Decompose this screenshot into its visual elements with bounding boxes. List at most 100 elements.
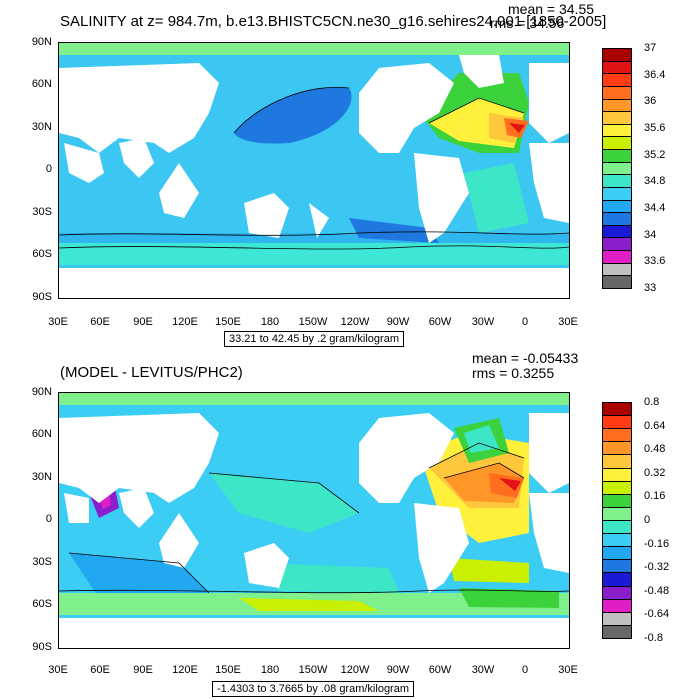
colorbar-swatch [602, 520, 632, 535]
lat-label: 90N [31, 36, 52, 48]
colorbar-swatch [602, 60, 632, 75]
colorbar-swatch [602, 199, 632, 214]
lon-label: 150E [215, 664, 241, 676]
colorbar-label: -0.48 [644, 584, 670, 597]
lon-label: 0 [521, 664, 529, 676]
salinity-map [58, 42, 570, 299]
colorbar-swatch [602, 275, 632, 289]
lat-label: 0 [45, 163, 52, 175]
panel-title: SALINITY at z= 984.7m, b.e13.BHISTC5CN.n… [60, 13, 607, 30]
colorbar-label: 35.6 [644, 122, 666, 134]
lat-label: 30N [31, 121, 52, 133]
colorbar-label: 35.2 [644, 148, 666, 161]
lat-label: 60N [31, 78, 52, 90]
lon-label: 30E [558, 316, 578, 328]
colorbar-swatch [602, 48, 632, 62]
contour-range-box: -1.4303 to 3.7665 by .08 gram/kilogram [212, 681, 415, 697]
lon-label: 60W [428, 316, 452, 328]
colorbar-label: 34.4 [644, 202, 666, 214]
colorbar-swatch [602, 161, 632, 176]
panel-title: (MODEL - LEVITUS/PHC2) [60, 364, 243, 381]
lon-label: 150W [298, 664, 328, 676]
colorbar-label: -0.32 [644, 561, 670, 574]
mean-stat: mean = 34.55 [508, 1, 595, 17]
lon-label: 90W [386, 316, 410, 328]
lat-label: 90S [32, 291, 52, 303]
lon-label: 150E [215, 316, 241, 328]
colorbar-swatch [602, 493, 632, 508]
colorbar-label: 0 [644, 514, 651, 526]
colorbar-swatch [602, 111, 632, 125]
colorbar-swatch [602, 572, 632, 587]
lat-label: 90N [31, 386, 52, 398]
lon-label: 120E [172, 316, 198, 328]
lon-label: 90W [386, 664, 410, 676]
colorbar-label: 33.6 [644, 255, 666, 268]
lon-label: 180 [260, 316, 280, 328]
lon-label: 120W [340, 316, 370, 328]
lon-label: 60W [428, 664, 452, 676]
colorbar-label: 0.64 [644, 419, 666, 432]
colorbar-swatch [602, 212, 632, 226]
lon-label: 30W [471, 664, 495, 676]
colorbar-swatch [602, 85, 632, 100]
colorbar-swatch [602, 136, 632, 151]
lon-label: 120W [340, 664, 370, 676]
lon-label: 120E [172, 664, 198, 676]
colorbar-swatch [602, 428, 632, 443]
mean-stat: mean = -0.05433 [472, 350, 579, 366]
colorbar-swatch [602, 402, 632, 417]
colorbar-swatch [602, 467, 632, 482]
lat-label: 0 [45, 513, 52, 525]
difference-map [58, 392, 570, 649]
lon-label: 30E [48, 664, 68, 676]
difference-panel: (MODEL - LEVITUS/PHC2) mean = -0.05433 r… [0, 350, 700, 700]
lat-label: 30S [32, 556, 52, 568]
colorbar-label: -0.8 [644, 632, 663, 644]
colorbar-label: -0.16 [644, 537, 670, 550]
colorbar-swatch [602, 454, 632, 469]
colorbar-label: 34.8 [644, 175, 666, 188]
colorbar-swatch [602, 559, 632, 574]
lon-label: 30W [471, 316, 495, 328]
colorbar-label: 0.48 [644, 443, 666, 456]
colorbar-swatch [602, 123, 632, 138]
colorbar: 33 33.6 34 34.4 34.8 35.2 35.6 36 36.4 37 [602, 42, 665, 294]
colorbar-swatch [602, 441, 632, 456]
lat-label: 30S [32, 206, 52, 218]
contour-range-box: 33.21 to 42.45 by .2 gram/kilogram [224, 331, 404, 347]
lon-label: 180 [260, 664, 280, 676]
colorbar-label: 34 [644, 228, 657, 241]
colorbar-swatch [602, 611, 632, 626]
lon-label: 150W [298, 316, 328, 328]
colorbar-label: 0.8 [644, 396, 660, 408]
colorbar-label: 36 [644, 95, 657, 108]
lat-label: 60N [31, 428, 52, 440]
lon-label: 60E [90, 316, 110, 328]
lon-label: 60E [90, 664, 110, 676]
colorbar-label: 33 [644, 282, 657, 294]
lat-label: 60S [32, 248, 52, 260]
rms-stat: rms = 0.3255 [472, 365, 555, 381]
colorbar-swatch [602, 186, 632, 201]
colorbar-label: 0.16 [644, 490, 666, 503]
colorbar-label: 36.4 [644, 68, 666, 81]
colorbar-swatch [602, 624, 632, 639]
colorbar-swatch [602, 415, 632, 430]
lon-label: 0 [521, 316, 529, 328]
colorbar-swatch [602, 506, 632, 521]
lat-label: 30N [31, 471, 52, 483]
lat-label: 90S [32, 641, 52, 653]
lon-label: 90E [133, 664, 153, 676]
lon-label: 30E [558, 664, 578, 676]
lon-label: 90E [133, 316, 153, 328]
colorbar-label: 0.32 [644, 466, 666, 479]
colorbar-swatch [602, 250, 632, 264]
lat-label: 60S [32, 598, 52, 610]
colorbar-swatch [602, 533, 632, 548]
colorbar-swatch [602, 237, 632, 252]
colorbar-label: 37 [644, 42, 657, 54]
salinity-panel: SALINITY at z= 984.7m, b.e13.BHISTC5CN.n… [31, 1, 665, 347]
colorbar-swatch [602, 149, 632, 163]
colorbar-swatch [602, 224, 632, 239]
